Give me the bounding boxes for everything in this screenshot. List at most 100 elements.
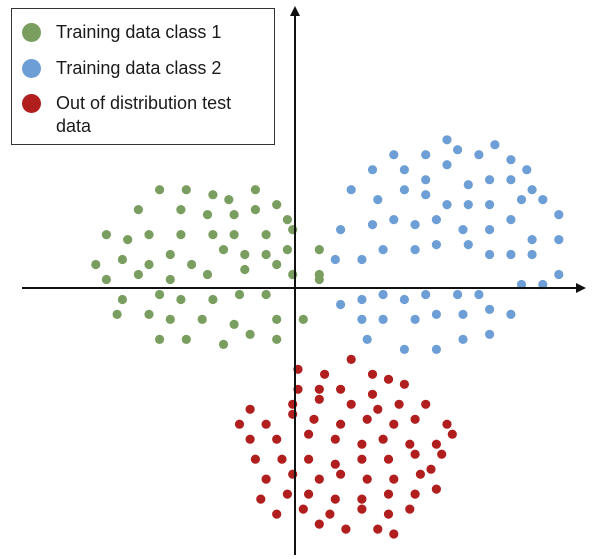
point-ood-56 xyxy=(383,489,394,499)
point-ood-39 xyxy=(357,454,367,464)
point-class-2-65 xyxy=(458,334,468,344)
point-ood-4 xyxy=(383,374,394,384)
point-class-2-59 xyxy=(458,309,468,319)
point-class-1-21 xyxy=(91,259,101,270)
point-ood-32 xyxy=(405,439,415,449)
point-class-1-40 xyxy=(155,289,165,300)
point-ood-10 xyxy=(245,404,255,414)
point-class-1-7 xyxy=(176,205,186,215)
point-class-1-52 xyxy=(155,334,165,344)
point-class-1-56 xyxy=(272,334,282,344)
point-class-1-29 xyxy=(282,245,292,255)
point-class-1-18 xyxy=(261,230,271,240)
point-class-1-48 xyxy=(197,314,207,324)
point-class-2-37 xyxy=(357,254,367,265)
point-class-2-10 xyxy=(421,175,431,185)
point-class-2-56 xyxy=(378,314,388,324)
point-class-2-1 xyxy=(490,140,500,150)
point-class-1-5 xyxy=(272,200,282,210)
point-ood-24 xyxy=(410,414,420,424)
point-class-1-34 xyxy=(165,274,175,285)
point-class-2-11 xyxy=(442,160,452,170)
point-class-1-0 xyxy=(155,185,165,195)
point-class-2-41 xyxy=(463,240,473,250)
point-class-1-9 xyxy=(229,210,239,220)
point-class-2-32 xyxy=(485,225,495,235)
point-class-1-15 xyxy=(176,230,186,240)
point-class-2-47 xyxy=(357,294,367,305)
point-ood-67 xyxy=(341,524,351,534)
point-class-1-10 xyxy=(250,205,260,215)
point-class-1-43 xyxy=(234,289,245,300)
point-ood-43 xyxy=(261,474,271,484)
point-ood-3 xyxy=(367,369,378,379)
point-ood-21 xyxy=(336,419,346,429)
point-class-2-58 xyxy=(431,309,441,319)
legend-item-ood: Out of distribution test data xyxy=(22,92,256,138)
point-ood-47 xyxy=(362,474,372,484)
point-class-2-45 xyxy=(554,269,564,280)
point-class-1-50 xyxy=(272,314,282,324)
point-class-1-37 xyxy=(272,259,282,270)
point-class-1-20 xyxy=(314,245,324,255)
point-class-2-7 xyxy=(522,165,532,175)
point-class-2-46 xyxy=(336,299,346,310)
point-ood-23 xyxy=(389,419,399,429)
point-class-1-28 xyxy=(261,249,271,260)
point-class-2-39 xyxy=(410,245,420,255)
point-class-1-17 xyxy=(229,230,239,240)
point-ood-2 xyxy=(320,369,330,379)
point-ood-38 xyxy=(330,459,340,469)
point-class-1-27 xyxy=(240,249,250,260)
point-class-2-51 xyxy=(453,289,463,300)
point-class-1-4 xyxy=(250,185,260,195)
legend-label-class-1: Training data class 1 xyxy=(56,22,222,42)
point-ood-63 xyxy=(383,509,394,519)
point-ood-30 xyxy=(357,439,367,449)
point-ood-29 xyxy=(330,434,340,444)
legend: Training data class 1 Training data clas… xyxy=(11,8,275,145)
legend-item-class-1: Training data class 1 xyxy=(22,21,256,44)
point-ood-40 xyxy=(383,454,394,464)
point-ood-25 xyxy=(442,419,452,429)
point-class-1-46 xyxy=(144,309,154,319)
point-ood-64 xyxy=(405,504,415,514)
point-class-2-17 xyxy=(373,195,383,205)
point-class-2-35 xyxy=(554,235,564,245)
point-ood-52 xyxy=(282,489,292,499)
point-class-2-24 xyxy=(538,195,548,205)
point-class-1-25 xyxy=(187,259,197,270)
point-ood-36 xyxy=(277,454,287,464)
legend-marker-class-2 xyxy=(22,59,41,78)
point-class-2-64 xyxy=(431,344,441,354)
point-class-1-6 xyxy=(133,205,143,215)
point-ood-9 xyxy=(399,379,409,389)
point-ood-17 xyxy=(234,419,245,429)
point-class-1-45 xyxy=(112,309,122,319)
point-class-2-0 xyxy=(442,135,452,145)
point-ood-50 xyxy=(426,464,436,474)
point-ood-60 xyxy=(298,504,308,514)
point-ood-20 xyxy=(309,414,319,424)
point-class-2-16 xyxy=(346,185,356,195)
point-class-2-31 xyxy=(458,225,468,235)
point-ood-58 xyxy=(431,484,441,494)
point-class-2-63 xyxy=(399,344,409,354)
point-ood-27 xyxy=(272,434,282,444)
point-class-1-51 xyxy=(298,314,308,324)
point-class-1-36 xyxy=(240,264,250,275)
point-class-2-48 xyxy=(378,289,388,300)
point-ood-7 xyxy=(336,384,346,394)
point-class-1-26 xyxy=(218,245,229,255)
point-ood-51 xyxy=(256,494,266,504)
point-ood-12 xyxy=(314,394,324,404)
point-class-1-1 xyxy=(181,185,191,195)
point-class-2-55 xyxy=(357,314,367,324)
point-class-2-9 xyxy=(399,165,409,175)
legend-label-ood: Out of distribution test data xyxy=(56,93,232,136)
point-ood-42 xyxy=(437,449,447,459)
point-ood-54 xyxy=(330,494,340,504)
point-ood-45 xyxy=(314,474,324,484)
point-class-2-30 xyxy=(431,215,441,225)
